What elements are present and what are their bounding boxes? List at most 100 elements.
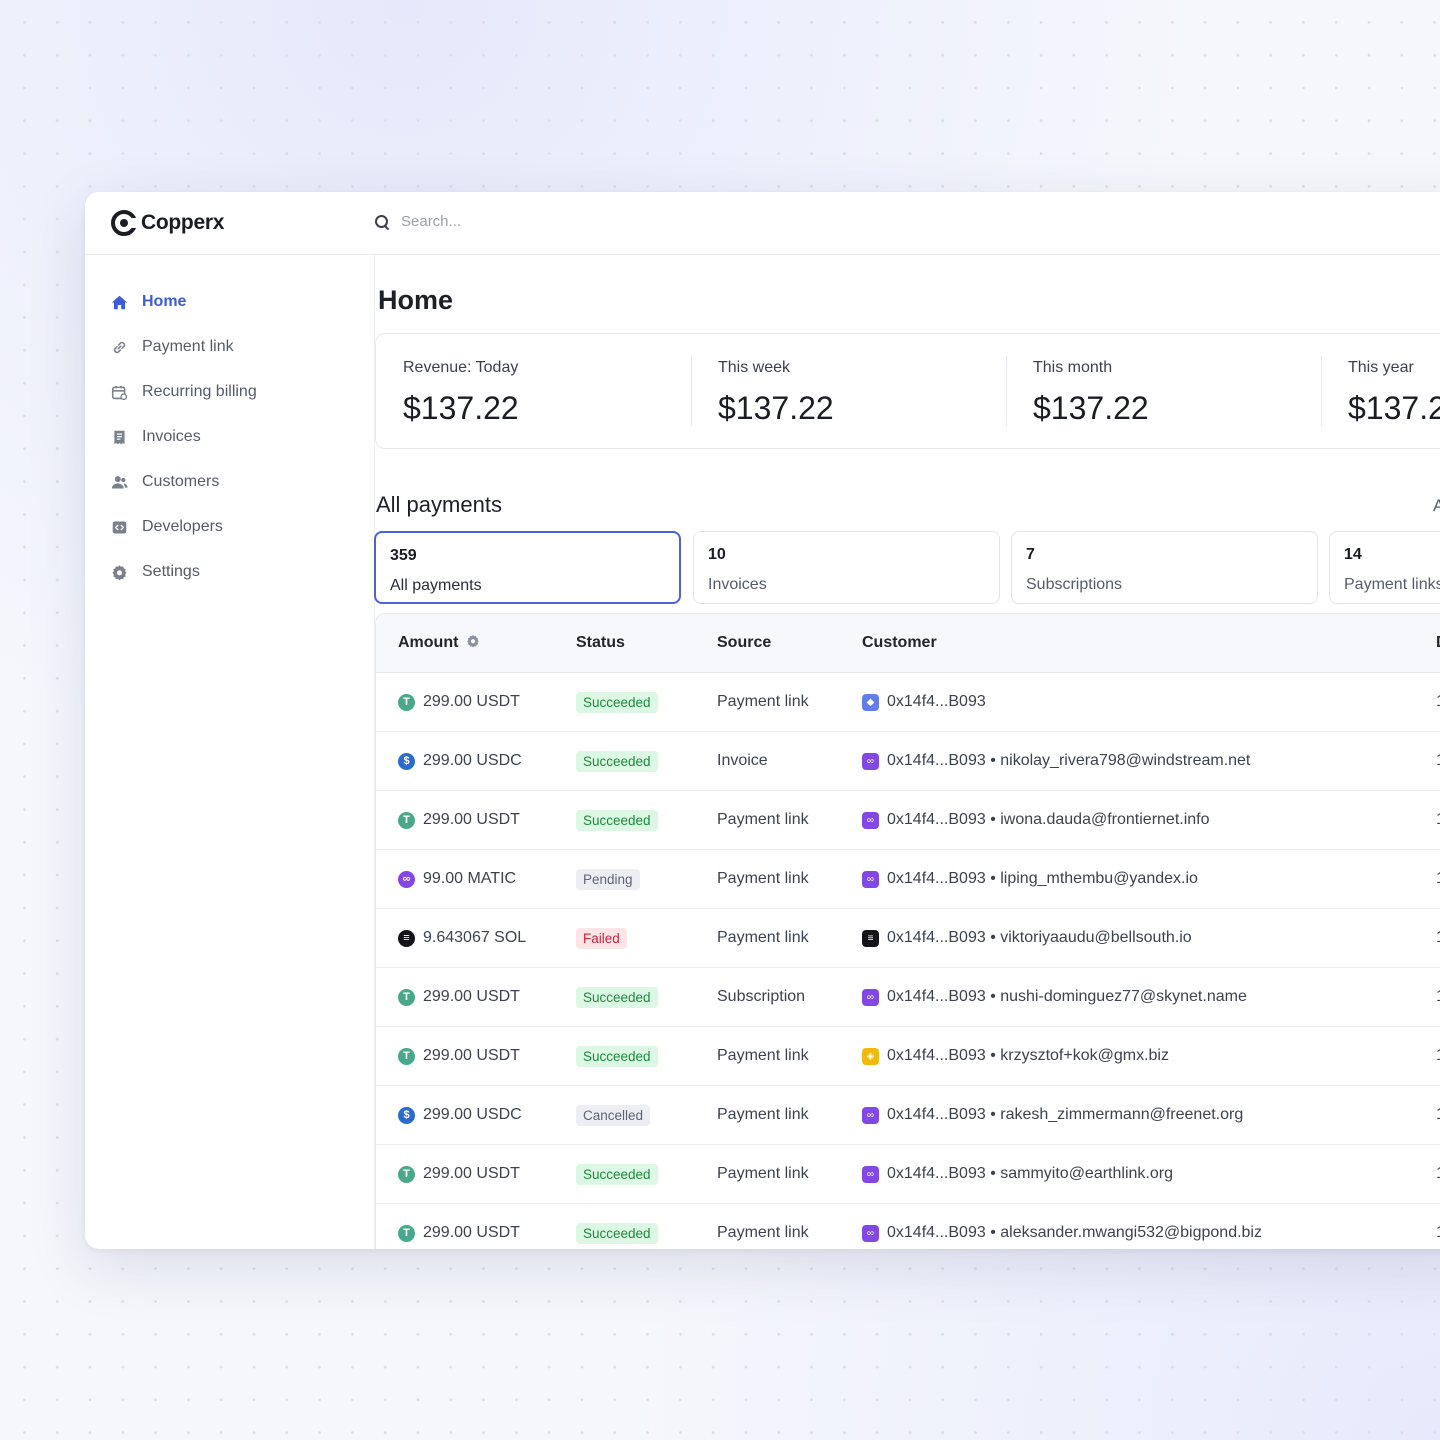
bnb-wallet-icon: ◈ (862, 1047, 879, 1065)
section-action[interactable]: A (1433, 496, 1440, 515)
source-text: Payment link (717, 1106, 809, 1123)
source-text: Payment link (717, 929, 809, 946)
table-row[interactable]: T 299.00 USDT Succeeded Payment link ◈ 0… (376, 1027, 1440, 1086)
customer-text: 0x14f4...B093 • rakesh_zimmermann@freene… (887, 1106, 1244, 1123)
search-input[interactable] (401, 213, 701, 230)
column-header-source[interactable]: Source (717, 634, 772, 651)
source-text: Payment link (717, 870, 809, 887)
status-badge: Succeeded (576, 1163, 658, 1185)
tab-label: Subscriptions (1026, 576, 1123, 593)
customer-cell: ∞ 0x14f4...B093 • nikolay_rivera798@wind… (862, 732, 1250, 790)
amount-cell: ∞ 99.00 MATIC (398, 850, 516, 908)
sidebar-item-payment-link[interactable]: Payment link (111, 335, 234, 359)
search-bar (375, 213, 701, 230)
status-cell: Succeeded (576, 673, 658, 731)
customer-text: 0x14f4...B093 • sammyito@earthlink.org (887, 1165, 1173, 1182)
status-badge: Succeeded (576, 691, 658, 713)
customer-cell: ∞ 0x14f4...B093 • rakesh_zimmermann@free… (862, 1086, 1243, 1144)
source-text: Invoice (717, 752, 768, 769)
status-badge: Succeeded (576, 1222, 658, 1244)
sidebar-item-label: Payment link (142, 338, 234, 355)
polygon-wallet-icon: ∞ (862, 752, 879, 770)
source-cell: Payment link (717, 850, 809, 908)
status-badge: Pending (576, 868, 640, 890)
column-header-status[interactable]: Status (576, 634, 625, 651)
top-bar: Copperx (85, 192, 1440, 255)
amount-cell: T 299.00 USDT (398, 968, 520, 1026)
calendar-icon (111, 385, 128, 400)
table-row[interactable]: T 299.00 USDT Succeeded Payment link ∞ 0… (376, 1204, 1440, 1249)
receipt-icon (114, 430, 125, 444)
revenue-label: This week (718, 359, 791, 376)
tab-count: 10 (708, 546, 726, 563)
usdt-coin-icon: T (398, 988, 415, 1006)
customer-cell: ∞ 0x14f4...B093 • sammyito@earthlink.org (862, 1145, 1173, 1203)
tab-count: 359 (390, 547, 417, 564)
polygon-wallet-icon: ∞ (862, 988, 879, 1006)
customer-text: 0x14f4...B093 • viktoriyaaudu@bellsouth.… (887, 929, 1192, 946)
divider (1006, 356, 1007, 426)
tab-payment-links[interactable]: 14 Payment links (1329, 531, 1440, 604)
copperx-logo-icon (111, 210, 139, 236)
sidebar-item-settings[interactable]: Settings (111, 560, 200, 584)
status-cell: Succeeded (576, 732, 658, 790)
source-cell: Payment link (717, 791, 809, 849)
customer-cell: ∞ 0x14f4...B093 • iwona.dauda@frontierne… (862, 791, 1210, 849)
amount-cell: T 299.00 USDT (398, 1145, 520, 1203)
amount-cell: T 299.00 USDT (398, 791, 520, 849)
table-row[interactable]: ∞ 99.00 MATIC Pending Payment link ∞ 0x1… (376, 850, 1440, 909)
code-icon (112, 521, 127, 533)
customer-text: 0x14f4...B093 (887, 693, 986, 710)
column-header-date[interactable]: D (1436, 634, 1440, 652)
amount-text: 299.00 USDC (423, 1106, 522, 1123)
sidebar-item-developers[interactable]: Developers (111, 515, 223, 539)
amount-cell: T 299.00 USDT (398, 1204, 520, 1249)
customer-cell: ◈ 0x14f4...B093 • krzysztof+kok@gmx.biz (862, 1027, 1169, 1085)
table-row[interactable]: T 299.00 USDT Succeeded Payment link ∞ 0… (376, 1145, 1440, 1204)
tab-label: Payment links (1344, 576, 1440, 593)
date-cell: 1 (1436, 673, 1440, 731)
status-badge: Succeeded (576, 986, 658, 1008)
matic-coin-icon: ∞ (398, 870, 415, 888)
sidebar-item-label: Developers (142, 518, 223, 535)
customer-cell: ∞ 0x14f4...B093 • liping_mthembu@yandex.… (862, 850, 1198, 908)
table-row[interactable]: T 299.00 USDT Succeeded Payment link ∞ 0… (376, 791, 1440, 850)
gear-icon[interactable] (466, 634, 480, 648)
date-cell: 1 (1436, 791, 1440, 849)
table-row[interactable]: T 299.00 USDT Succeeded Payment link ◆ 0… (376, 673, 1440, 732)
table-row[interactable]: ≡ 9.643067 SOL Failed Payment link ≡ 0x1… (376, 909, 1440, 968)
status-cell: Succeeded (576, 1145, 658, 1203)
source-cell: Subscription (717, 968, 805, 1026)
column-header-customer[interactable]: Customer (862, 634, 937, 651)
usdt-coin-icon: T (398, 1165, 415, 1183)
sidebar-item-invoices[interactable]: Invoices (111, 425, 201, 449)
tab-all-payments[interactable]: 359 All payments (374, 531, 681, 604)
polygon-wallet-icon: ∞ (862, 870, 879, 888)
table-row[interactable]: T 299.00 USDT Succeeded Subscription ∞ 0… (376, 968, 1440, 1027)
amount-cell: T 299.00 USDT (398, 1027, 520, 1085)
tab-label: Invoices (708, 576, 767, 593)
table-row[interactable]: $ 299.00 USDC Succeeded Invoice ∞ 0x14f4… (376, 732, 1440, 791)
tab-invoices[interactable]: 10 Invoices (693, 531, 1000, 604)
column-header-amount[interactable]: Amount (398, 634, 480, 652)
customer-cell: ◆ 0x14f4...B093 (862, 673, 986, 731)
sidebar-item-customers[interactable]: Customers (111, 470, 219, 494)
table-row[interactable]: $ 299.00 USDC Cancelled Payment link ∞ 0… (376, 1086, 1440, 1145)
status-badge: Succeeded (576, 750, 658, 772)
revenue-value: $137.22 (403, 390, 519, 426)
sidebar-item-home[interactable]: Home (111, 290, 186, 314)
tab-subscriptions[interactable]: 7 Subscriptions (1011, 531, 1318, 604)
status-cell: Succeeded (576, 968, 658, 1026)
tab-label: All payments (390, 577, 482, 594)
eth-wallet-icon: ◆ (862, 693, 879, 711)
status-badge: Cancelled (576, 1104, 651, 1126)
amount-text: 299.00 USDT (423, 1224, 520, 1241)
date-cell: 1 (1436, 850, 1440, 908)
amount-text: 299.00 USDT (423, 1165, 520, 1182)
customer-text: 0x14f4...B093 • liping_mthembu@yandex.io (887, 870, 1198, 887)
date-cell: 1 (1436, 732, 1440, 790)
sidebar: Home Payment link Recurring billing Invo… (85, 255, 375, 1249)
sidebar-item-recurring-billing[interactable]: Recurring billing (111, 380, 257, 404)
revenue-label: This month (1033, 359, 1113, 376)
logo[interactable]: Copperx (111, 210, 224, 236)
